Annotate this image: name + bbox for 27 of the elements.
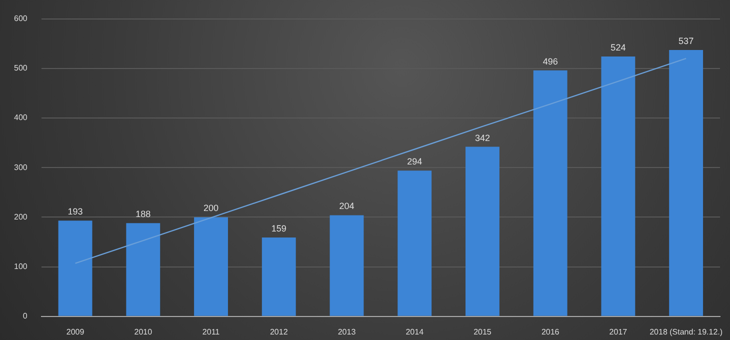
y-tick-label: 300 [14,162,28,172]
x-tick-label: 2014 [406,327,424,336]
x-tick-label: 2012 [270,327,288,336]
x-tick-label: 2017 [609,327,628,336]
x-tick-label: 2013 [338,327,356,336]
y-tick-label: 600 [14,14,28,24]
data-label: 204 [339,201,354,212]
data-label: 496 [542,56,558,66]
y-tick-label: 500 [14,64,28,73]
x-tick-label: 2018 (Stand: 19.12.) [650,327,723,336]
data-label: 342 [474,132,490,143]
x-tick-label: 2015 [474,327,492,336]
data-label: 200 [203,203,219,214]
x-tick-label: 2010 [134,327,153,336]
y-tick-label: 0 [22,312,28,321]
x-tick-label: 2011 [202,327,220,336]
data-label: 537 [678,36,694,46]
data-label: 193 [68,206,83,217]
x-tick-label: 2009 [66,327,85,336]
x-tick-label: 2016 [541,327,560,336]
data-label: 524 [610,42,626,52]
y-tick-label: 200 [14,212,28,222]
y-tick-label: 400 [14,113,28,122]
data-label: 294 [407,156,422,167]
data-label: 188 [136,209,151,220]
y-tick-label: 100 [14,262,28,272]
data-label: 159 [271,224,286,234]
